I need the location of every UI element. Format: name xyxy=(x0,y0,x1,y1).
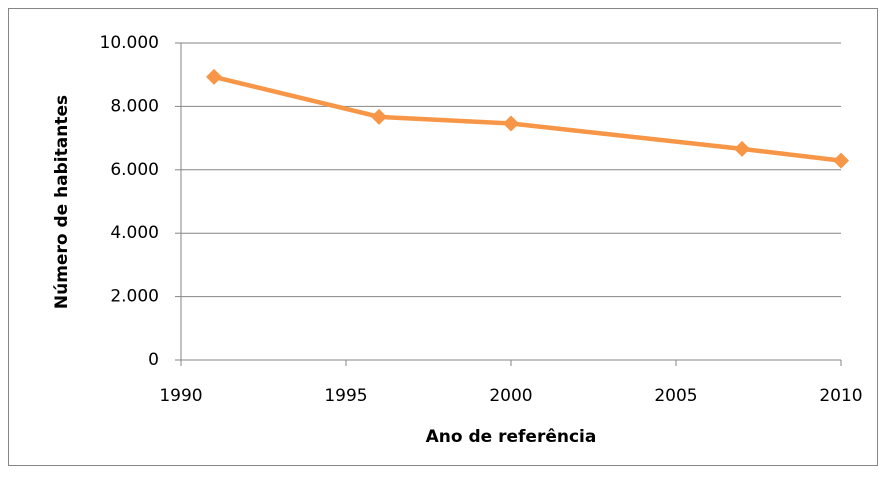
marker xyxy=(734,140,750,157)
x-axis-label: Ano de referência xyxy=(426,427,597,447)
marker xyxy=(206,68,222,85)
marker xyxy=(833,152,849,169)
y-tick-label: 2.000 xyxy=(110,287,159,307)
y-tick-label: 4.000 xyxy=(110,223,159,243)
x-tick-label: 2010 xyxy=(819,386,862,406)
y-axis-label: Número de habitantes xyxy=(52,95,72,309)
x-tick-label: 1995 xyxy=(324,386,367,406)
marker xyxy=(503,115,519,132)
marker xyxy=(371,108,387,125)
chart-border xyxy=(8,8,878,466)
y-tick-label: 6.000 xyxy=(110,160,159,180)
y-tick-label: 0 xyxy=(148,350,159,370)
y-tick-label: 10.000 xyxy=(100,33,159,53)
y-tick-label: 8.000 xyxy=(110,96,159,116)
x-tick-label: 2005 xyxy=(654,386,697,406)
x-tick-label: 2000 xyxy=(489,386,532,406)
x-tick-label: 1990 xyxy=(159,386,202,406)
